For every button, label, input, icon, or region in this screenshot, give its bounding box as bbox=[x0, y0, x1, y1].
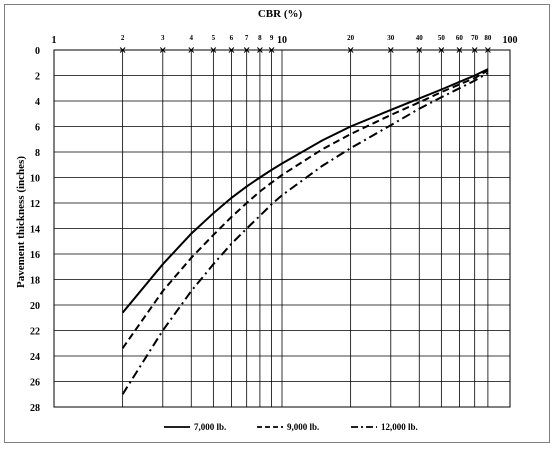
y-tick-label: 28 bbox=[30, 403, 40, 414]
y-tick-label: 4 bbox=[35, 97, 40, 108]
y-tick-label: 16 bbox=[30, 250, 40, 261]
y-tick-label: 20 bbox=[30, 301, 40, 312]
y-tick-label: 24 bbox=[30, 352, 40, 363]
y-tick-label: 18 bbox=[30, 276, 40, 287]
x-minor-label: 7 bbox=[245, 34, 249, 42]
series-line-1 bbox=[121, 68, 489, 314]
x-minor-label: 3 bbox=[161, 34, 165, 42]
y-tick-label: 2 bbox=[35, 72, 40, 83]
x-minor-label: 50 bbox=[438, 34, 446, 42]
legend: 7,000 lb. 9,000 lb. 12,000 lb. bbox=[164, 422, 418, 432]
x-minor-label: 9 bbox=[270, 34, 274, 42]
x-decade-label: 100 bbox=[503, 35, 518, 46]
x-minor-label: 8 bbox=[258, 34, 262, 42]
y-tick-label: 0 bbox=[35, 46, 40, 57]
x-decade-label: 1 bbox=[52, 35, 57, 46]
x-minor-label: 30 bbox=[387, 34, 395, 42]
y-axis-title: Pavement thickness (inches) bbox=[15, 156, 27, 288]
x-minor-label: 2 bbox=[121, 34, 125, 42]
x-axis-title: CBR (%) bbox=[258, 8, 303, 20]
legend-label-1: 7,000 lb. bbox=[194, 422, 226, 432]
y-tick-label: 26 bbox=[30, 378, 40, 389]
y-tick-label: 10 bbox=[30, 174, 40, 185]
y-tick-label: 6 bbox=[35, 123, 40, 134]
x-minor-label: 4 bbox=[190, 34, 194, 42]
x-decade-label: 10 bbox=[277, 35, 287, 46]
x-minor-label: 60 bbox=[456, 34, 464, 42]
legend-label-3: 12,000 lb. bbox=[381, 422, 418, 432]
plot-area-border bbox=[53, 49, 511, 408]
y-tick-label: 12 bbox=[30, 199, 40, 210]
grid bbox=[53, 49, 511, 408]
y-tick-label: 8 bbox=[35, 148, 40, 159]
legend-label-2: 9,000 lb. bbox=[287, 422, 319, 432]
x-minor-label: 40 bbox=[416, 34, 424, 42]
series-line-3 bbox=[121, 72, 489, 395]
y-tick-label: 14 bbox=[30, 225, 40, 236]
series-lines bbox=[121, 68, 489, 395]
x-minor-label: 80 bbox=[484, 34, 492, 42]
x-minor-label: 20 bbox=[347, 34, 355, 42]
x-minor-label: 6 bbox=[230, 34, 234, 42]
y-tick-label: 22 bbox=[30, 327, 40, 338]
x-minor-label: 5 bbox=[212, 34, 216, 42]
chart-frame bbox=[4, 4, 550, 443]
x-minor-label: 70 bbox=[471, 34, 479, 42]
series-line-2 bbox=[121, 69, 489, 349]
